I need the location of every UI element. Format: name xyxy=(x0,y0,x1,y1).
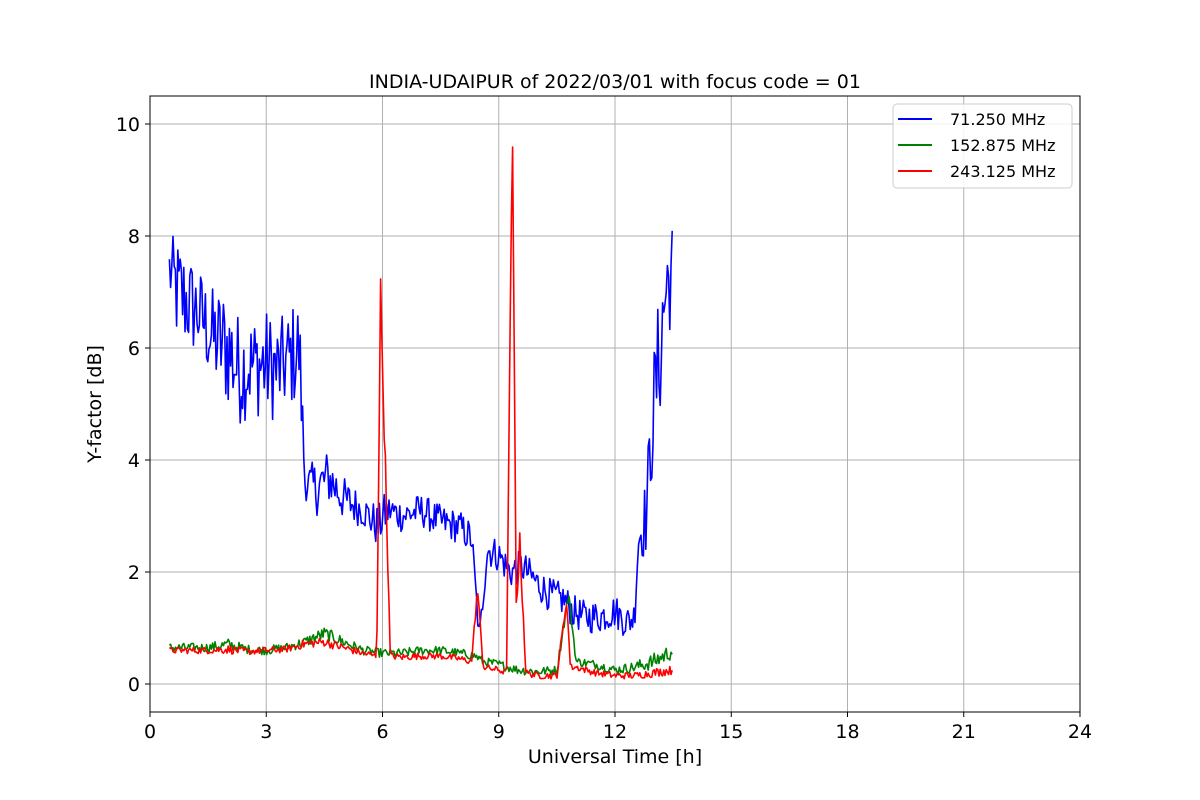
grid xyxy=(149,96,1081,712)
x-tick-label: 9 xyxy=(493,721,505,743)
x-tick-label: 15 xyxy=(719,721,743,743)
x-tick-label: 0 xyxy=(144,721,156,743)
y-tick-label: 10 xyxy=(116,114,140,136)
legend-label-0: 71.250 MHz xyxy=(950,110,1045,129)
series-line-2 xyxy=(168,146,673,680)
x-ticks: 0 3 6 9 12 15 18 21 24 xyxy=(144,712,1092,743)
x-tick-label: 24 xyxy=(1068,721,1092,743)
y-tick-label: 2 xyxy=(128,562,140,584)
plot-lines xyxy=(168,146,673,680)
legend: 71.250 MHz 152.875 MHz 243.125 MHz xyxy=(892,103,1073,189)
y-tick-label: 0 xyxy=(128,674,140,696)
y-tick-label: 4 xyxy=(128,450,140,472)
chart-title: INDIA-UDAIPUR of 2022/03/01 with focus c… xyxy=(369,71,861,93)
y-tick-label: 8 xyxy=(128,226,140,248)
y-axis-label: Y-factor [dB] xyxy=(84,345,106,464)
x-tick-label: 6 xyxy=(376,721,388,743)
legend-label-2: 243.125 MHz xyxy=(950,162,1055,181)
x-tick-label: 18 xyxy=(835,721,859,743)
x-tick-label: 3 xyxy=(260,721,272,743)
x-axis-label: Universal Time [h] xyxy=(528,746,702,768)
legend-label-1: 152.875 MHz xyxy=(950,136,1055,155)
legend-box xyxy=(892,103,1073,189)
x-tick-label: 12 xyxy=(603,721,627,743)
series-line-0 xyxy=(168,230,673,637)
x-tick-label: 21 xyxy=(952,721,976,743)
y-ticks: 0 2 4 6 8 10 xyxy=(116,114,150,696)
y-tick-label: 6 xyxy=(128,338,140,360)
